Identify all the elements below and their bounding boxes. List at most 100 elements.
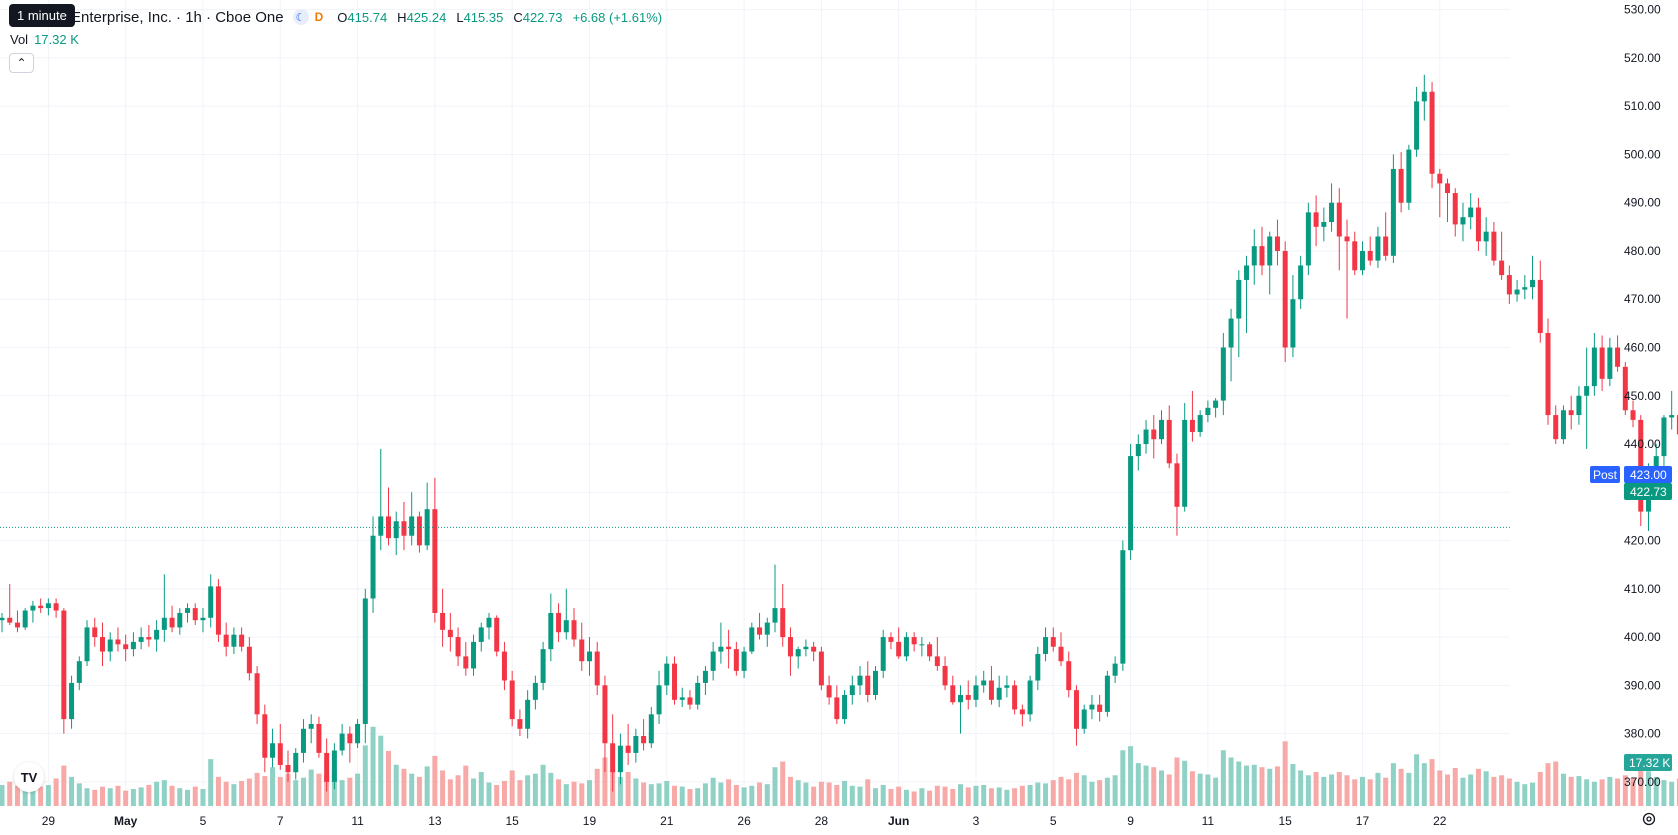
candle-body xyxy=(610,743,616,773)
volume-bar xyxy=(1483,771,1489,806)
volume-bar xyxy=(1066,779,1072,806)
candle-body xyxy=(1120,550,1126,664)
volume-bar xyxy=(988,788,994,806)
volume-bars xyxy=(0,726,1678,806)
candle-body xyxy=(764,622,770,635)
candle-body xyxy=(1128,456,1134,551)
volume-bar xyxy=(1645,771,1651,806)
candle-body xyxy=(239,634,245,647)
candle-body xyxy=(695,682,701,705)
volume-bar xyxy=(432,755,438,806)
volume-bar xyxy=(130,789,136,806)
candle-body xyxy=(355,723,361,744)
candle-body xyxy=(200,617,206,621)
price-axis[interactable]: 370.00380.00390.00400.00410.00420.00430.… xyxy=(1624,3,1661,789)
volume-bar xyxy=(672,785,678,806)
volume-bar xyxy=(1576,776,1582,806)
volume-bar xyxy=(818,781,824,806)
volume-bar xyxy=(1166,774,1172,806)
candle-body xyxy=(911,637,917,645)
volume-bar xyxy=(1599,779,1605,806)
candle-body xyxy=(1491,231,1497,261)
volume-bar xyxy=(1545,763,1551,806)
volume-bar xyxy=(316,773,322,806)
price-tick-label: 460.00 xyxy=(1624,340,1661,354)
volume-bar xyxy=(1630,777,1636,806)
session-badge[interactable]: D xyxy=(314,10,324,24)
candle-body xyxy=(1259,246,1265,266)
gear-icon[interactable] xyxy=(1641,811,1657,827)
tradingview-logo-icon[interactable]: TV xyxy=(14,762,44,792)
volume-bar xyxy=(540,764,546,806)
time-tick-label: 13 xyxy=(428,814,442,828)
volume-bar xyxy=(14,785,20,806)
volume-bar xyxy=(602,757,608,806)
volume-bar xyxy=(772,767,778,806)
volume-bar xyxy=(787,776,793,806)
volume-bar xyxy=(1120,750,1126,806)
candle-body xyxy=(842,694,848,720)
candle-body xyxy=(1375,236,1381,261)
candle-body xyxy=(123,644,129,650)
volume-bar xyxy=(1429,759,1435,806)
volume-last-label: 17.32 K xyxy=(1629,756,1670,770)
volume-bar xyxy=(1367,779,1373,806)
candle-body xyxy=(146,637,152,640)
candle-body xyxy=(69,682,75,720)
time-tick-label: 29 xyxy=(42,814,56,828)
candle-body xyxy=(1607,347,1613,379)
volume-bar xyxy=(30,780,36,806)
candle-body xyxy=(285,764,291,773)
candle-body xyxy=(138,637,144,642)
candle-body xyxy=(795,649,801,657)
volume-bar xyxy=(1097,780,1103,806)
volume-bar xyxy=(22,783,28,806)
candle-body xyxy=(45,603,51,609)
candle-body xyxy=(1414,101,1420,150)
volume-bar xyxy=(1151,767,1157,806)
volume-bar xyxy=(455,775,461,806)
volume-bar xyxy=(308,769,314,806)
candle-body xyxy=(1220,347,1226,401)
volume-bar xyxy=(99,786,105,806)
candle-body xyxy=(525,699,531,729)
candle-body xyxy=(617,745,623,773)
candle-body xyxy=(76,661,82,683)
candle-body xyxy=(1468,207,1474,218)
time-axis[interactable]: 29 May 5 7 11 13 15 19 21 26 28 Jun 3 5 9 11 15 17 22 xyxy=(42,814,1447,828)
post-price-label: 423.00 xyxy=(1630,468,1667,482)
candle-body xyxy=(1560,410,1566,440)
candle-body xyxy=(656,685,662,715)
volume-bar xyxy=(726,779,732,806)
candle-body xyxy=(1599,347,1605,379)
candle-body xyxy=(919,644,925,646)
candle-body xyxy=(1035,653,1041,681)
moon-icon[interactable]: ☾ xyxy=(292,9,309,25)
symbol-title[interactable]: Enterprise, Inc. · 1h · Cboe One xyxy=(71,8,284,26)
candle-body xyxy=(1135,444,1141,457)
candle-body xyxy=(548,612,554,650)
candle-body xyxy=(1244,265,1250,280)
candle-body xyxy=(1669,415,1675,418)
volume-bar xyxy=(872,788,878,806)
collapse-legend-button[interactable]: ⌃ xyxy=(9,53,34,73)
volume-bar xyxy=(1305,775,1311,806)
candle-body xyxy=(347,733,353,744)
price-tick-label: 380.00 xyxy=(1624,727,1661,741)
candle-body xyxy=(416,516,422,546)
volume-bar xyxy=(246,778,252,806)
volume-bar xyxy=(501,780,507,806)
volume-bar xyxy=(339,780,345,806)
volume-bar xyxy=(1661,780,1667,806)
candle-body xyxy=(1019,709,1025,715)
volume-bar xyxy=(741,787,747,806)
candle-body xyxy=(1460,217,1466,225)
candle-body xyxy=(1615,347,1621,367)
volume-bar xyxy=(1522,784,1528,806)
candle-body xyxy=(710,651,716,671)
candle-body xyxy=(741,651,747,671)
candle-body xyxy=(981,680,987,686)
candle-body xyxy=(733,649,739,671)
candle-body xyxy=(726,646,732,650)
